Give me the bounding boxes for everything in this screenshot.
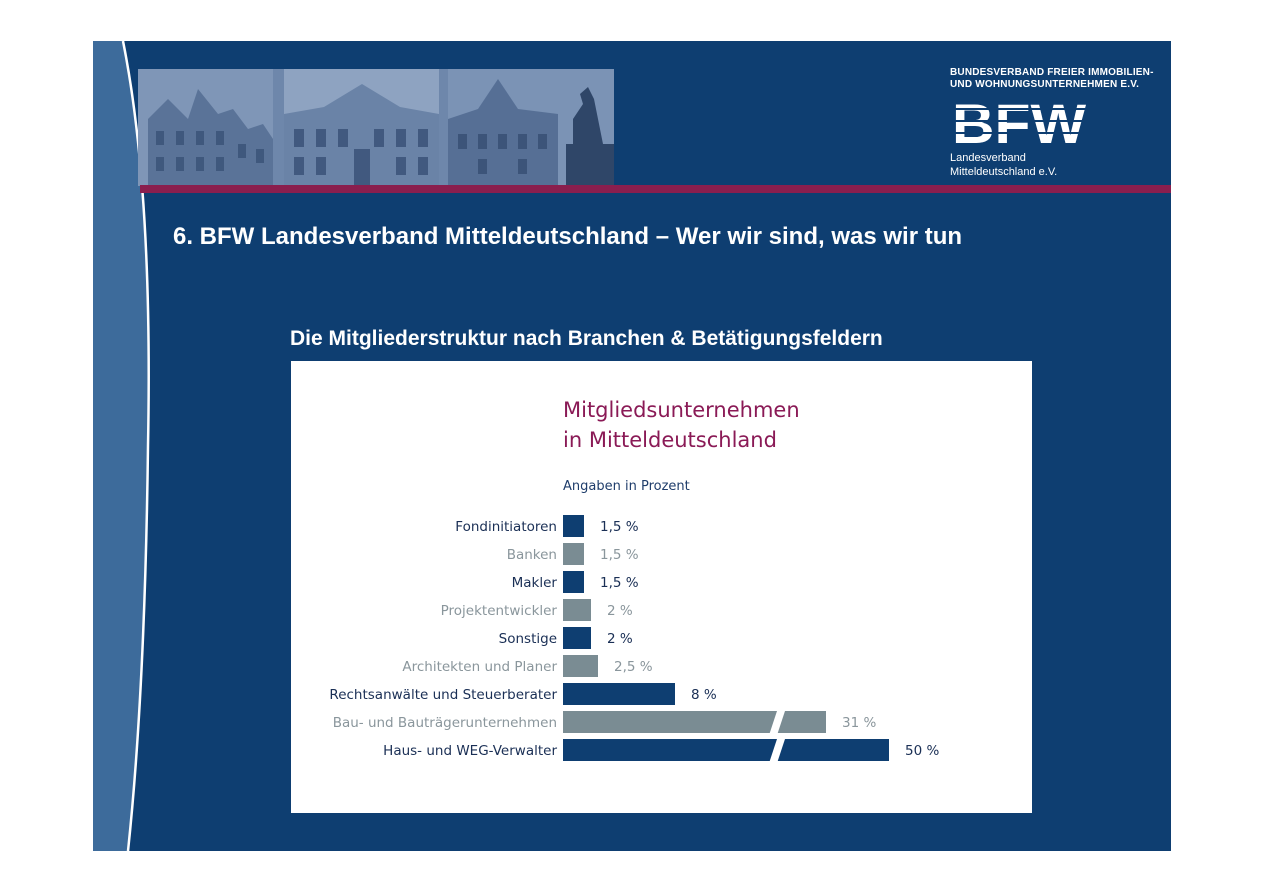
regional-association-line-2: Mitteldeutschland e.V. [950, 166, 1058, 178]
bar-haus-und-weg-verwalter-segment-1 [563, 739, 777, 761]
bar-banken [563, 543, 584, 565]
category-label-makler: Makler [512, 575, 558, 591]
value-label-projektentwickler: 2 % [607, 603, 633, 619]
bar-sonstige [563, 627, 591, 649]
category-label-sonstige: Sonstige [499, 631, 557, 647]
value-label-sonstige: 2 % [607, 631, 633, 647]
section-heading: Die Mitgliederstruktur nach Branchen & B… [290, 327, 883, 350]
page-title: 6. BFW Landesverband Mitteldeutschland –… [173, 223, 963, 250]
value-label-architekten-und-planer: 2,5 % [614, 659, 653, 675]
bfw-logo: BUNDESVERBAND FREIER IMMOBILIEN- UND WOH… [950, 67, 1153, 182]
category-label-fondinitiatoren: Fondinitiatoren [455, 519, 557, 535]
chart-title-line-2: in Mitteldeutschland [563, 428, 777, 452]
bfw-logo-mark: BFW [950, 97, 1090, 147]
bar-bau-und-bautragerunternehmen-segment-1 [563, 711, 777, 733]
bar-makler [563, 571, 584, 593]
value-label-makler: 1,5 % [600, 575, 639, 591]
regional-association-line-1: Landesverband [950, 152, 1026, 164]
building-photo-2 [284, 69, 439, 186]
bar-architekten-und-planer [563, 655, 598, 677]
bar-rechtsanwalte-und-steuerberater [563, 683, 675, 705]
value-label-bau-und-bautragerunternehmen: 31 % [842, 715, 876, 731]
bar-bau-und-bautragerunternehmen-segment-2 [777, 711, 826, 733]
value-label-rechtsanwalte-und-steuerberater: 8 % [691, 687, 717, 703]
category-label-bau-und-bautragerunternehmen: Bau- und Bauträgerunternehmen [333, 715, 557, 731]
chart-panel: Mitgliedsunternehmen in Mitteldeutschlan… [291, 361, 1032, 813]
category-label-haus-und-weg-verwalter: Haus- und WEG-Verwalter [383, 743, 557, 759]
category-label-architekten-und-planer: Architekten und Planer [402, 659, 557, 675]
bar-projektentwickler [563, 599, 591, 621]
bar-haus-und-weg-verwalter-segment-2 [777, 739, 889, 761]
value-label-fondinitiatoren: 1,5 % [600, 519, 639, 535]
bar-fondinitiatoren [563, 515, 584, 537]
category-label-rechtsanwalte-und-steuerberater: Rechtsanwälte und Steuerberater [329, 687, 557, 703]
chart-subtitle: Angaben in Prozent [563, 479, 690, 494]
value-label-haus-und-weg-verwalter: 50 % [905, 743, 939, 759]
category-label-projektentwickler: Projektentwickler [441, 603, 558, 619]
chart-title-line-1: Mitgliedsunternehmen [563, 398, 800, 422]
header-accent-bar [140, 185, 1171, 193]
member-structure-chart: Mitgliedsunternehmen in Mitteldeutschlan… [329, 398, 939, 761]
header-photo-strip [138, 69, 614, 186]
category-label-banken: Banken [507, 547, 557, 563]
association-name-line-2: UND WOHNUNGSUNTERNEHMEN E.V. [950, 79, 1140, 90]
slide: BUNDESVERBAND FREIER IMMOBILIEN- UND WOH… [93, 41, 1171, 851]
association-name-line-1: BUNDESVERBAND FREIER IMMOBILIEN- [950, 67, 1154, 78]
building-photo-3 [448, 69, 614, 186]
value-label-banken: 1,5 % [600, 547, 639, 563]
building-photo-1 [138, 69, 273, 186]
